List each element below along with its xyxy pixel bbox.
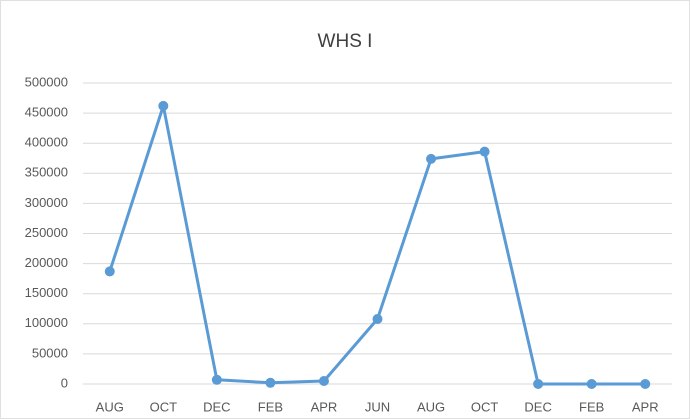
marker: [586, 379, 597, 389]
marker: [426, 153, 437, 164]
y-tick-label: 400000: [25, 135, 68, 150]
marker: [211, 374, 222, 385]
marker: [640, 379, 651, 389]
y-tick-label: 450000: [25, 105, 68, 120]
y-tick-label: 500000: [25, 74, 68, 89]
y-tick-label: 150000: [25, 285, 68, 300]
x-tick-label: JUN: [365, 399, 390, 414]
x-tick-label: OCT: [150, 399, 178, 414]
x-tick-label: FEB: [579, 399, 604, 414]
marker: [533, 379, 544, 389]
x-tick-label: APR: [311, 399, 338, 414]
marker: [372, 313, 383, 324]
y-tick-label: 200000: [25, 255, 68, 270]
x-tick-label: OCT: [471, 399, 499, 414]
marker: [479, 146, 490, 157]
x-tick-label: DEC: [203, 399, 230, 414]
y-tick-label: 250000: [25, 225, 68, 240]
x-tick-label: AUG: [96, 399, 124, 414]
x-tick-label: DEC: [524, 399, 551, 414]
x-tick-label: APR: [632, 399, 659, 414]
x-tick-label: FEB: [258, 399, 283, 414]
y-tick-label: 100000: [25, 315, 68, 330]
marker: [318, 375, 329, 386]
y-tick-label: 300000: [25, 195, 68, 210]
marker: [265, 377, 276, 388]
x-tick-label: AUG: [417, 399, 445, 414]
y-tick-label: 50000: [32, 345, 68, 360]
chart-title: WHS I: [318, 31, 373, 52]
marker: [158, 100, 169, 111]
y-tick-label: 350000: [25, 165, 68, 180]
marker: [104, 266, 115, 277]
y-tick-label: 0: [61, 375, 68, 390]
